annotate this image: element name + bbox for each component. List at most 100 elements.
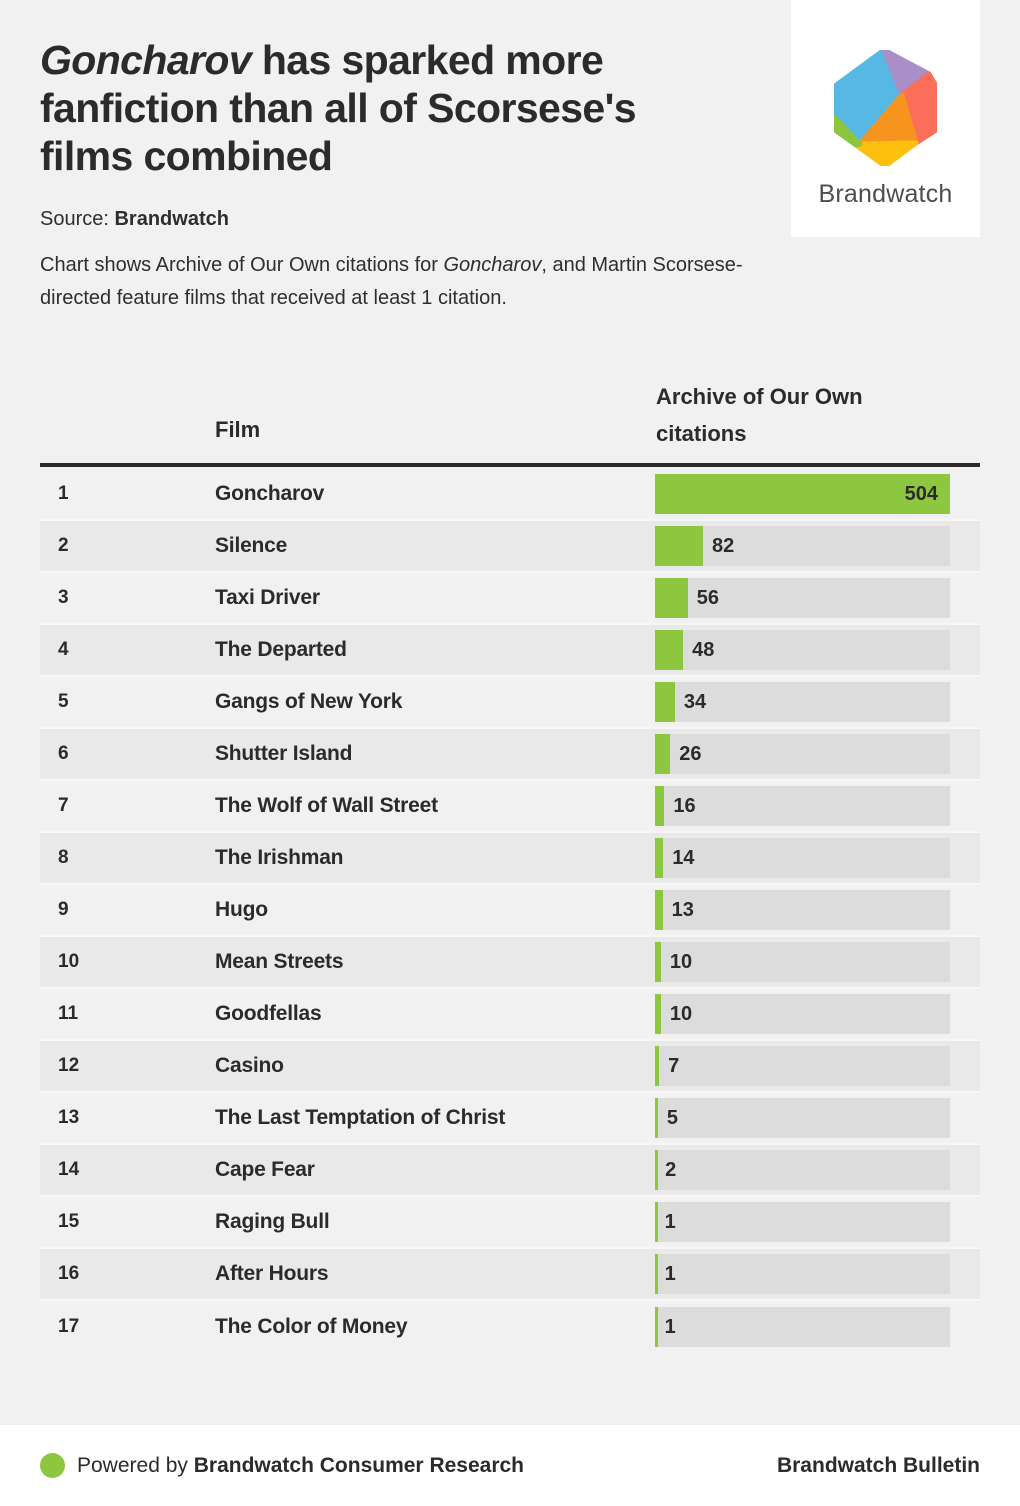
powered-by-brand: Brandwatch Consumer Research: [193, 1453, 525, 1477]
bar-track: 7: [655, 1046, 950, 1086]
film-name-cell: Goncharov: [215, 482, 325, 505]
bar-track: 34: [655, 682, 950, 722]
footer-bar: Powered by Brandwatch Consumer Research …: [0, 1425, 1020, 1506]
citation-bar: [655, 474, 950, 514]
rank-cell: 4: [58, 639, 69, 660]
source-value: Brandwatch: [114, 208, 229, 230]
film-name-cell: Hugo: [215, 898, 268, 921]
citation-bar: [655, 1098, 658, 1138]
rank-cell: 17: [58, 1316, 80, 1337]
film-name-cell: Casino: [215, 1054, 284, 1077]
film-name-cell: Taxi Driver: [215, 586, 320, 609]
table-row: 6 Shutter Island 26: [40, 729, 980, 781]
rank-cell: 8: [58, 847, 69, 868]
rank-cell: 6: [58, 743, 69, 764]
citation-bar-cell: 13: [655, 890, 980, 930]
citation-bar: [655, 1254, 658, 1294]
film-name-cell: The Color of Money: [215, 1315, 408, 1338]
rank-cell: 9: [58, 899, 69, 920]
source-line: Source: Brandwatch: [40, 208, 229, 231]
table-row: 14 Cape Fear 2: [40, 1145, 980, 1197]
bar-track: 1: [655, 1254, 950, 1294]
chart-description: Chart shows Archive of Our Own citations…: [40, 249, 752, 315]
citation-bar: [655, 630, 684, 670]
citation-bar: [655, 942, 661, 982]
citation-value-label: 1: [664, 1316, 676, 1338]
citation-bar: [655, 578, 688, 618]
brandwatch-hexagon-logo-icon: [834, 50, 937, 166]
film-name-cell: Mean Streets: [215, 950, 344, 973]
rank-cell: 3: [58, 587, 69, 608]
table-row: 8 The Irishman 14: [40, 833, 980, 885]
table-row: 11 Goodfellas 10: [40, 989, 980, 1041]
citation-bar-cell: 48: [655, 630, 980, 670]
table-row: 17 The Color of Money 1: [40, 1301, 980, 1353]
rank-cell: 14: [58, 1159, 80, 1180]
green-dot-icon: [40, 1453, 65, 1478]
citation-value-label: 5: [666, 1107, 679, 1129]
bar-track: 13: [655, 890, 950, 930]
citation-bar-cell: 1: [655, 1202, 980, 1242]
citation-value-label: 13: [671, 899, 694, 921]
rank-cell: 10: [58, 951, 80, 972]
film-name-cell: Gangs of New York: [215, 690, 403, 713]
rank-cell: 12: [58, 1055, 80, 1076]
citation-value-label: 7: [668, 1055, 680, 1077]
citation-bar-cell: 1: [655, 1254, 980, 1294]
citation-value-label: 34: [683, 691, 707, 713]
citation-bar-cell: 14: [655, 838, 980, 878]
citation-value-label: 1: [664, 1211, 676, 1233]
citation-value-label: 10: [669, 951, 693, 973]
bar-track: 1: [655, 1202, 950, 1242]
citation-bar-cell: 16: [655, 786, 980, 826]
citation-value-label: 10: [669, 1003, 693, 1025]
bar-track: 56: [655, 578, 950, 618]
citation-bar: [655, 994, 661, 1034]
bar-track: 2: [655, 1150, 950, 1190]
film-name-cell: After Hours: [215, 1262, 329, 1285]
citation-bar-cell: 26: [655, 734, 980, 774]
bar-track: 16: [655, 786, 950, 826]
citation-value-label: 26: [679, 743, 702, 765]
rank-cell: 13: [58, 1107, 80, 1128]
citation-bar: [655, 734, 671, 774]
film-name-cell: The Last Temptation of Christ: [215, 1106, 506, 1129]
bar-track: 5: [655, 1098, 950, 1138]
citation-value-label: 2: [665, 1159, 677, 1181]
citation-bar: [655, 1046, 660, 1086]
table-row: 3 Taxi Driver 56: [40, 573, 980, 625]
table-row: 5 Gangs of New York 34: [40, 677, 980, 729]
rank-cell: 2: [58, 535, 69, 556]
table-row: 16 After Hours 1: [40, 1249, 980, 1301]
rank-cell: 7: [58, 795, 69, 816]
brandwatch-wordmark: Brandwatch: [818, 180, 953, 208]
film-name-cell: Silence: [215, 534, 288, 557]
citation-bar-cell: 10: [655, 942, 980, 982]
citation-bar-cell: 504: [655, 474, 980, 514]
table-row: 12 Casino 7: [40, 1041, 980, 1093]
table-row: 2 Silence 82: [40, 521, 980, 573]
citation-value-label: 1: [664, 1263, 676, 1285]
citation-bar: [655, 1307, 658, 1347]
header-divider-rule: [40, 463, 980, 467]
description-pre: Chart shows Archive of Our Own citations…: [40, 254, 444, 276]
description-film-name: Goncharov: [443, 254, 542, 276]
citations-bar-table: 1 Goncharov 504 2 Silence 82 3 Taxi Driv…: [40, 469, 980, 1353]
film-name-cell: Shutter Island: [215, 742, 353, 765]
citation-bar: [655, 786, 665, 826]
citation-bar: [655, 526, 703, 566]
column-header-citations: Archive of Our Own citations: [656, 384, 863, 446]
bar-track: 1: [655, 1307, 950, 1347]
rank-cell: 16: [58, 1263, 80, 1284]
film-name-cell: Cape Fear: [215, 1158, 315, 1181]
citation-bar: [655, 682, 675, 722]
brandwatch-logo-card: Brandwatch: [791, 0, 980, 237]
table-row: 7 The Wolf of Wall Street 16: [40, 781, 980, 833]
citation-bar: [655, 1202, 658, 1242]
table-row: 9 Hugo 13: [40, 885, 980, 937]
powered-by-text: Powered by Brandwatch Consumer Research: [77, 1454, 524, 1478]
bar-track: 82: [655, 526, 950, 566]
citation-bar: [655, 890, 663, 930]
citation-bar-cell: 56: [655, 578, 980, 618]
column-header-film: Film: [215, 417, 261, 442]
